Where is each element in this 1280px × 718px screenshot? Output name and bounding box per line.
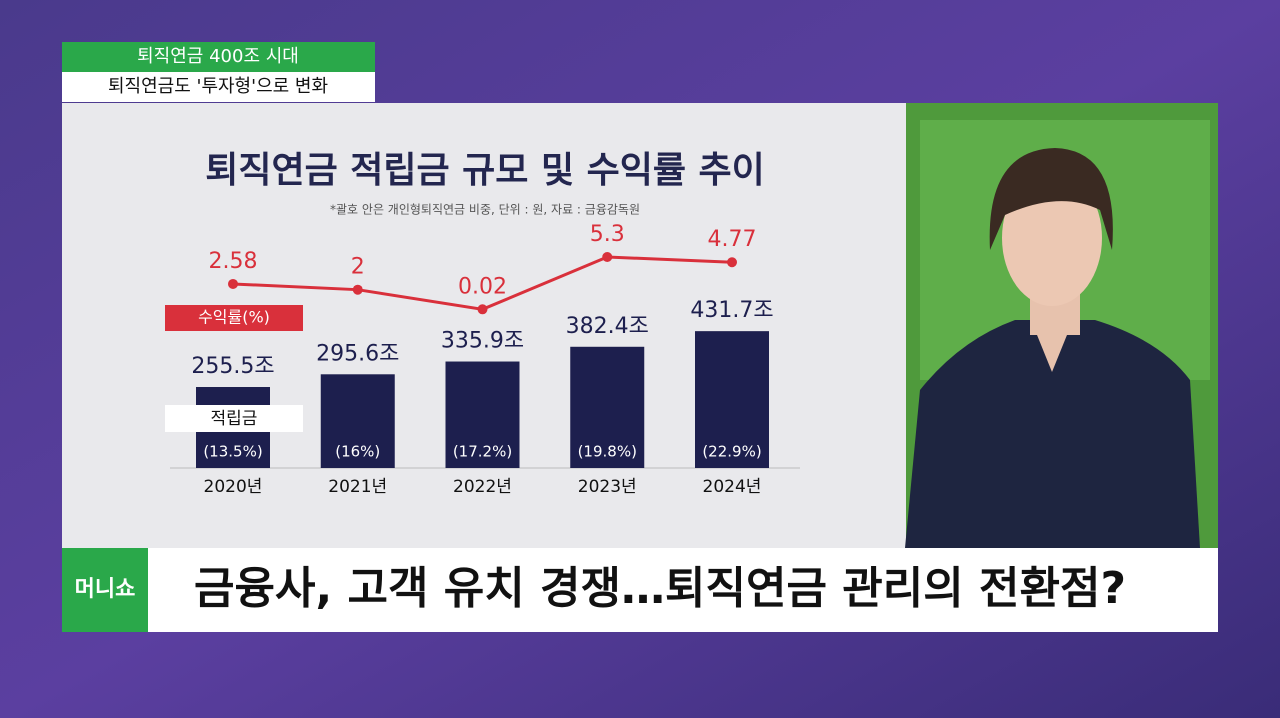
bar-value-label: 295.6조 bbox=[316, 341, 399, 366]
legend-label: 수익률(%) bbox=[198, 308, 270, 327]
tag-box bbox=[62, 42, 375, 72]
logo: 머니쇼 bbox=[75, 577, 136, 602]
x-tick-label: 2021년 bbox=[328, 477, 387, 497]
headline: 금융사, 고객 유치 경쟁…퇴직연금 관리의 전환점? bbox=[194, 563, 1126, 614]
bar-value-label: 335.9조 bbox=[441, 329, 524, 354]
bar-value-label: 382.4조 bbox=[566, 314, 649, 339]
line-value-label: 0.02 bbox=[458, 274, 507, 299]
line-value-label: 4.77 bbox=[708, 227, 757, 252]
line-value-label: 2 bbox=[351, 255, 365, 280]
x-tick-label: 2020년 bbox=[204, 477, 263, 497]
share-label: (19.8%) bbox=[578, 443, 637, 461]
x-tick-label: 2024년 bbox=[703, 477, 762, 497]
legend-label: 적립금 bbox=[211, 409, 258, 429]
tag-title: 퇴직연금 400조 시대 bbox=[137, 46, 299, 67]
x-tick-label: 2023년 bbox=[578, 477, 637, 497]
bar bbox=[445, 361, 520, 468]
chart: 255.5조 (13.5%) 2020년 295.6조 (16%) 2021년 335.9조… bbox=[165, 222, 800, 497]
legend-box bbox=[165, 305, 303, 331]
line-point bbox=[602, 251, 613, 262]
x-tick-label: 2022년 bbox=[453, 477, 512, 497]
bar bbox=[320, 374, 395, 468]
bar bbox=[570, 346, 645, 468]
studio bbox=[905, 103, 1218, 548]
share-label: (17.2%) bbox=[453, 443, 512, 461]
bar-value-label: 255.5조 bbox=[191, 354, 274, 379]
tag-subtitle: 퇴직연금도 '투자형'으로 변화 bbox=[108, 76, 328, 97]
line-point bbox=[352, 284, 363, 295]
line-value-label: 2.58 bbox=[209, 249, 258, 274]
chart-subtitle: *괄호 안은 개인형퇴직연금 비중, 단위 : 원, 자료 : 금융감독원 bbox=[330, 203, 640, 217]
bar bbox=[695, 331, 769, 468]
line-point bbox=[477, 304, 488, 315]
bar-value-label: 431.7조 bbox=[690, 298, 773, 323]
share-label: (22.9%) bbox=[702, 443, 761, 461]
share-label: (13.5%) bbox=[203, 443, 262, 461]
chart-title: 퇴직연금 적립금 규모 및 수익률 추이 bbox=[205, 150, 764, 191]
legend-box bbox=[165, 405, 303, 432]
tag-box bbox=[62, 72, 375, 102]
headline-box bbox=[148, 548, 1218, 632]
share-label: (16%) bbox=[335, 443, 380, 461]
line-value-label: 5.3 bbox=[590, 222, 625, 247]
line-point bbox=[228, 278, 238, 289]
line-point bbox=[727, 257, 737, 268]
logo-box bbox=[62, 548, 148, 632]
